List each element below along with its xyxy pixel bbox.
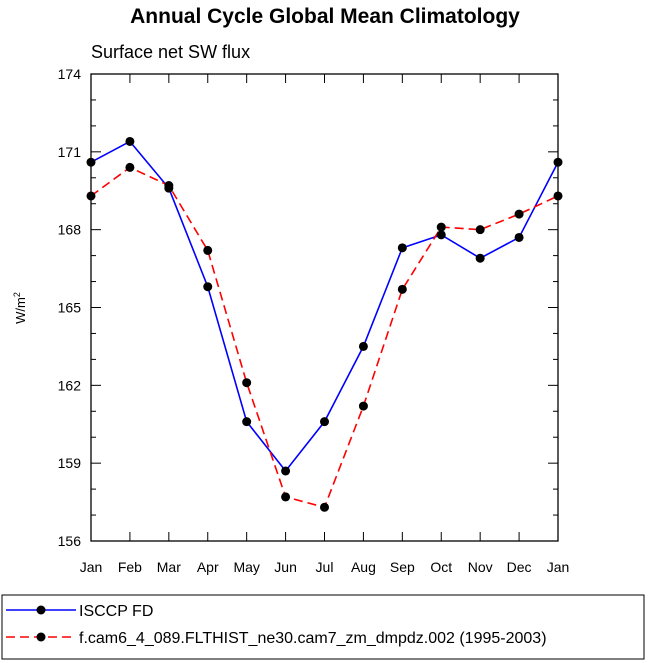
x-tick-label: Feb (118, 559, 142, 575)
data-point-0 (514, 232, 524, 242)
tick-labels: Jan Feb Mar Apr May Jun Jul Aug Sep Oct Nov Dec Jan 1… (58, 66, 570, 575)
data-point-1 (125, 162, 135, 172)
legend-box (1, 594, 645, 660)
y-axis-label: W/m2 (12, 292, 28, 324)
data-point-0 (397, 243, 407, 253)
chart-title: Annual Cycle Global Mean Climatology (130, 5, 520, 28)
y-tick-label: 162 (58, 377, 82, 393)
x-tick-label: Jul (316, 559, 334, 575)
x-tick-label: Jun (274, 559, 297, 575)
y-tick-label: 171 (58, 144, 82, 160)
x-tick-label: Jan (80, 559, 103, 575)
data-point-0 (436, 230, 446, 240)
data-point-1 (358, 401, 368, 411)
data-point-1 (320, 502, 329, 512)
y-tick-label: 165 (58, 300, 82, 316)
data-point-0 (281, 466, 291, 476)
x-tick-label: May (233, 559, 259, 575)
data-point-1 (397, 284, 407, 294)
data-point-1 (475, 225, 485, 235)
x-tick-label: Oct (430, 559, 452, 575)
legend-marker-isccp (36, 605, 46, 615)
data-point-1 (164, 181, 174, 191)
legend-marker-cam6 (36, 632, 46, 642)
data-point-1 (203, 245, 213, 255)
axis-ticks (90, 73, 559, 542)
x-tick-label: Jan (547, 559, 570, 575)
data-point-0 (320, 417, 329, 427)
x-tick-label: Mar (157, 559, 181, 575)
x-tick-label: Apr (197, 559, 219, 575)
data-point-0 (242, 417, 252, 427)
y-tick-label: 174 (58, 66, 82, 82)
data-point-1 (242, 378, 252, 388)
x-tick-label: Sep (390, 559, 415, 575)
data-point-1 (281, 492, 291, 502)
chart-subtitle: Surface net SW flux (91, 42, 250, 62)
data-point-0 (125, 136, 135, 146)
data-point-0 (203, 282, 213, 292)
y-axis-label-unit: W/m (13, 297, 28, 324)
y-tick-label: 159 (58, 455, 82, 471)
x-tick-label: Nov (468, 559, 493, 575)
y-axis-label-superscript: 2 (12, 292, 22, 297)
series-line-1 (90, 166, 559, 509)
data-point-1 (436, 222, 446, 232)
data-point-1 (514, 209, 524, 219)
legend-label-cam6: f.cam6_4_089.FLTHIST_ne30.cam7_zm_dmpdz.… (79, 630, 547, 647)
data-point-0 (358, 341, 368, 351)
y-tick-label: 168 (58, 222, 82, 238)
plot-frame (90, 73, 559, 542)
plot-series (86, 136, 563, 512)
x-tick-label: Dec (507, 559, 532, 575)
data-point-0 (475, 253, 485, 263)
y-tick-label: 156 (58, 533, 82, 549)
x-tick-label: Aug (351, 559, 376, 575)
legend-label-isccp: ISCCP FD (79, 603, 153, 620)
